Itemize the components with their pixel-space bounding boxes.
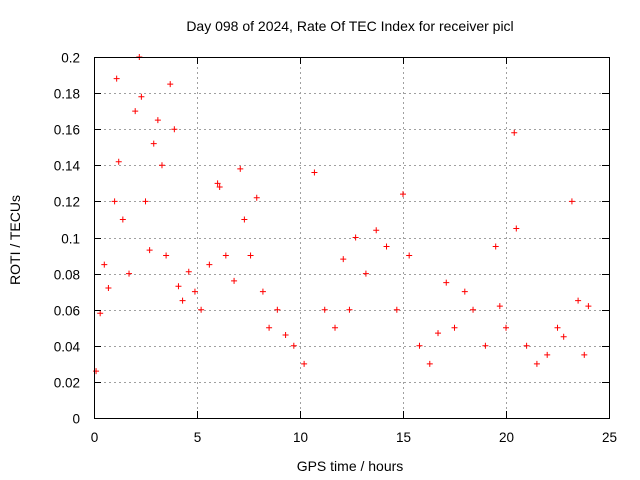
data-point [533, 360, 540, 367]
data-point [575, 297, 582, 304]
data-point [496, 303, 503, 310]
data-point [97, 310, 104, 317]
data-point [513, 225, 520, 232]
y-axis-label: ROTI / TECUs [7, 195, 23, 285]
x-tick-label: 0 [91, 430, 99, 445]
data-point [119, 216, 126, 223]
data-point [362, 270, 369, 277]
data-point [163, 252, 170, 259]
data-point [146, 247, 153, 254]
data-point [321, 306, 328, 313]
x-tick-label: 25 [602, 430, 617, 445]
data-point [426, 360, 433, 367]
data-point [253, 194, 260, 201]
data-point [443, 279, 450, 286]
data-point [585, 303, 592, 310]
data-point [568, 198, 575, 205]
data-point [511, 129, 518, 136]
data-point [101, 261, 108, 268]
y-tick-label: 0 [72, 412, 80, 427]
data-point [373, 227, 380, 234]
data-point [150, 140, 157, 147]
data-point [214, 180, 221, 187]
data-point [185, 268, 192, 275]
data-point [503, 324, 509, 331]
data-point [400, 191, 406, 198]
data-point [247, 252, 254, 259]
y-tick-label: 0.04 [54, 340, 81, 355]
y-tick-label: 0.02 [54, 376, 80, 391]
data-point [142, 198, 149, 205]
data-point [237, 165, 244, 172]
data-point [113, 75, 120, 82]
x-tick-label: 10 [293, 430, 308, 445]
data-point [482, 342, 489, 349]
data-point [93, 368, 100, 375]
data-point [406, 252, 413, 259]
data-point [492, 243, 499, 250]
data-point [154, 117, 161, 124]
data-point [216, 183, 223, 190]
data-point [290, 342, 297, 349]
y-tick-label: 0.06 [54, 304, 80, 319]
y-tick-label: 0.08 [54, 268, 80, 283]
data-point [523, 342, 530, 349]
data-point [206, 261, 213, 268]
x-axis-label: GPS time / hours [297, 458, 404, 474]
data-point [222, 252, 229, 259]
data-point [198, 306, 205, 313]
data-point [435, 330, 442, 337]
data-point [560, 333, 567, 340]
data-point [191, 288, 198, 295]
x-tick-label: 15 [396, 430, 411, 445]
data-point [132, 108, 139, 115]
data-point [352, 234, 359, 241]
y-tick-label: 0.12 [54, 195, 80, 210]
data-point [581, 351, 588, 358]
data-point [158, 162, 165, 169]
data-point [138, 93, 145, 100]
data-point [451, 324, 458, 331]
chart-title: Day 098 of 2024, Rate Of TEC Index for r… [186, 18, 513, 34]
data-point [332, 324, 339, 331]
grid-lines [94, 57, 609, 418]
y-tick-label: 0.18 [54, 87, 80, 102]
data-point [266, 324, 273, 331]
data-point [259, 288, 266, 295]
data-point [311, 169, 318, 176]
data-point [470, 306, 477, 313]
data-point [554, 324, 561, 331]
data-point [274, 306, 281, 313]
y-tick-label: 0.16 [54, 123, 80, 138]
y-tick-label: 0.1 [61, 232, 80, 247]
data-point [105, 285, 112, 292]
data-point [383, 243, 390, 250]
data-point [171, 126, 178, 133]
x-tick-label: 20 [499, 430, 514, 445]
data-point [241, 216, 248, 223]
data-points [93, 54, 592, 375]
axis-ticks [94, 57, 610, 419]
data-point [461, 288, 468, 295]
data-point [346, 306, 353, 313]
data-point [179, 297, 186, 304]
data-point [282, 331, 289, 338]
data-point [115, 158, 122, 165]
data-point [393, 306, 400, 313]
data-point [175, 283, 182, 290]
y-tick-label: 0.14 [54, 159, 81, 174]
data-point [544, 351, 551, 358]
data-point [111, 198, 118, 205]
data-point [301, 360, 308, 367]
data-point [340, 256, 347, 263]
tick-labels: 0 5 10 15 20 25 0 0.02 0.04 0.06 0.08 0.1 0.12 0.14 0.… [54, 51, 617, 446]
plot-frame [94, 57, 610, 419]
x-tick-label: 5 [194, 430, 202, 445]
data-point [167, 81, 174, 88]
data-point [231, 277, 238, 284]
data-point [126, 270, 133, 277]
data-point [416, 342, 423, 349]
y-tick-label: 0.2 [61, 51, 80, 66]
